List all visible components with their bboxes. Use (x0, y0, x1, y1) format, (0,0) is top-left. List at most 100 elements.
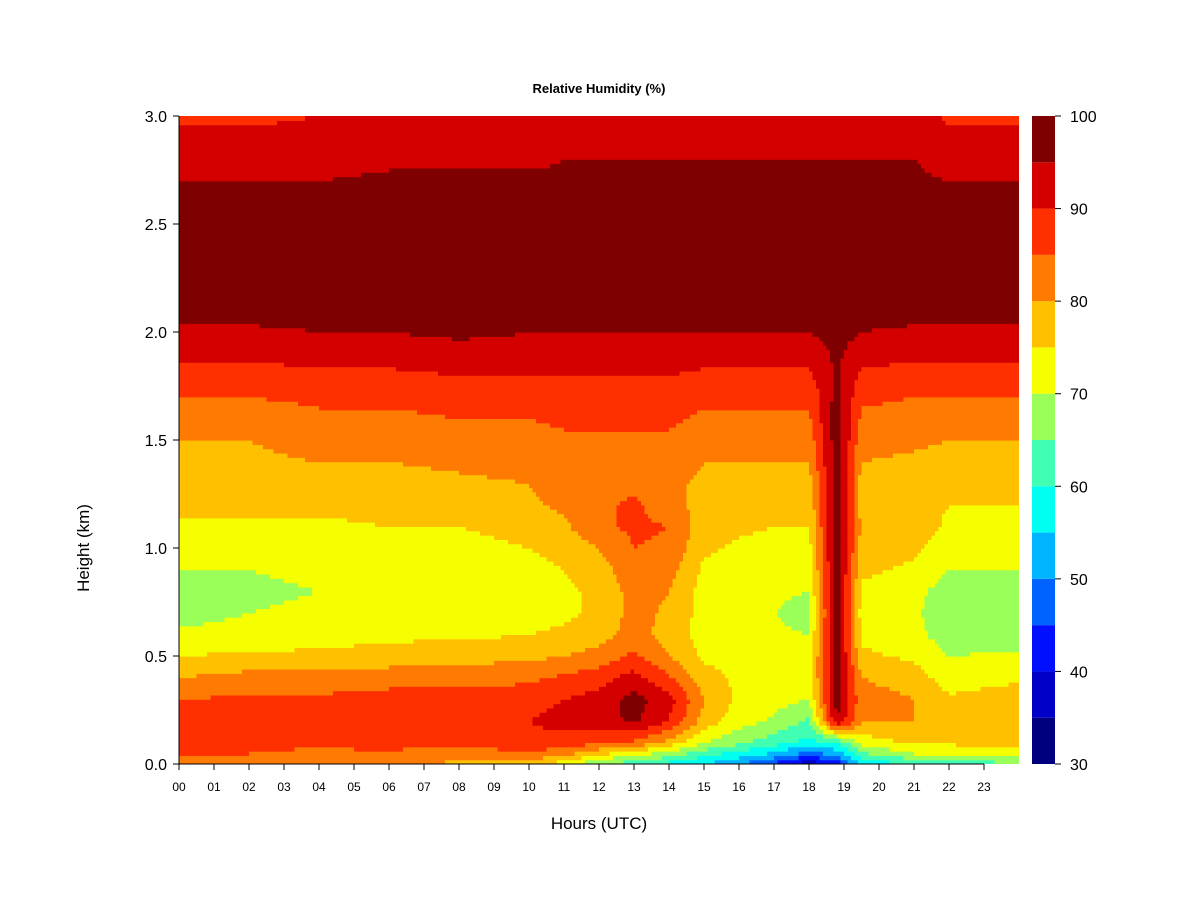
heatmap-cell (242, 280, 246, 285)
heatmap-cell (211, 332, 215, 337)
heatmap-cell (214, 418, 218, 423)
heatmap-cell (239, 539, 243, 544)
heatmap-cell (221, 621, 225, 626)
heatmap-cell (228, 604, 232, 609)
heatmap-cell (221, 660, 225, 665)
heatmap-cell (197, 686, 201, 691)
heatmap-cell (235, 202, 239, 207)
heatmap-cell (214, 176, 218, 181)
heatmap-cell (228, 246, 232, 251)
heatmap-cell (218, 202, 222, 207)
heatmap-cell (221, 643, 225, 648)
heatmap-cell (183, 544, 187, 549)
heatmap-cell (190, 691, 194, 696)
heatmap-cell (186, 358, 190, 363)
heatmap-cell (183, 457, 187, 462)
heatmap-cell (204, 626, 208, 631)
heatmap-cell (179, 202, 183, 207)
heatmap-cell (218, 272, 222, 277)
heatmap-cell (221, 345, 225, 350)
heatmap-cell (246, 444, 250, 449)
heatmap-cell (207, 267, 211, 272)
heatmap-cell (232, 738, 236, 743)
heatmap-cell (221, 596, 225, 601)
heatmap-cell (193, 125, 197, 130)
heatmap-cell (246, 751, 250, 756)
heatmap-cell (200, 587, 204, 592)
heatmap-cell (193, 220, 197, 225)
heatmap-cell (242, 228, 246, 233)
heatmap-cell (218, 457, 222, 462)
heatmap-cell (204, 526, 208, 531)
heatmap-cell (190, 725, 194, 730)
heatmap-cell (228, 198, 232, 203)
heatmap-cell (211, 146, 215, 151)
heatmap-cell (218, 254, 222, 259)
heatmap-cell (239, 518, 243, 523)
heatmap-cell (246, 682, 250, 687)
heatmap-cell (197, 172, 201, 177)
heatmap-cell (179, 630, 183, 635)
heatmap-cell (207, 613, 211, 618)
heatmap-cell (186, 172, 190, 177)
heatmap-cell (211, 259, 215, 264)
heatmap-cell (179, 513, 183, 518)
heatmap-cell (228, 367, 232, 372)
heatmap-cell (221, 138, 225, 143)
heatmap-cell (200, 539, 204, 544)
heatmap-cell (249, 682, 253, 687)
heatmap-cell (218, 643, 222, 648)
heatmap-cell (239, 725, 243, 730)
heatmap-cell (211, 531, 215, 536)
heatmap-cell (197, 483, 201, 488)
heatmap-cell (207, 548, 211, 553)
heatmap-cell (232, 656, 236, 661)
heatmap-cell (228, 202, 232, 207)
heatmap-cell (218, 315, 222, 320)
heatmap-cell (211, 462, 215, 467)
heatmap-cell (186, 483, 190, 488)
heatmap-cell (232, 548, 236, 553)
heatmap-cell (197, 617, 201, 622)
heatmap-cell (179, 341, 183, 346)
heatmap-cell (242, 401, 246, 406)
heatmap-cell (183, 691, 187, 696)
heatmap-cell (197, 263, 201, 268)
heatmap-cell (239, 678, 243, 683)
heatmap-cell (214, 652, 218, 657)
heatmap-cell (197, 198, 201, 203)
heatmap-cell (246, 535, 250, 540)
heatmap-cell (239, 414, 243, 419)
heatmap-cell (179, 189, 183, 194)
heatmap-cell (190, 708, 194, 713)
heatmap-cell (211, 315, 215, 320)
heatmap-cell (207, 630, 211, 635)
heatmap-cell (211, 591, 215, 596)
heatmap-cell (179, 673, 183, 678)
heatmap-cell (186, 600, 190, 605)
heatmap-cell (186, 535, 190, 540)
heatmap-cell (232, 652, 236, 657)
heatmap-cell (211, 142, 215, 147)
heatmap-cell (179, 682, 183, 687)
heatmap-cell (197, 678, 201, 683)
heatmap-cell (197, 375, 201, 380)
heatmap-cell (239, 656, 243, 661)
heatmap-cell (193, 259, 197, 264)
heatmap-cell (183, 617, 187, 622)
heatmap-cell (183, 574, 187, 579)
heatmap-cell (228, 669, 232, 674)
heatmap-cell (211, 483, 215, 488)
heatmap-cell (186, 488, 190, 493)
heatmap-cell (204, 220, 208, 225)
heatmap-cell (218, 505, 222, 510)
heatmap-cell (221, 513, 225, 518)
heatmap-cell (193, 747, 197, 752)
heatmap-cell (225, 695, 229, 700)
heatmap-cell (228, 423, 232, 428)
heatmap-cell (228, 436, 232, 441)
heatmap-cell (214, 643, 218, 648)
heatmap-cell (239, 449, 243, 454)
heatmap-cell (246, 496, 250, 501)
heatmap-cell (221, 617, 225, 622)
